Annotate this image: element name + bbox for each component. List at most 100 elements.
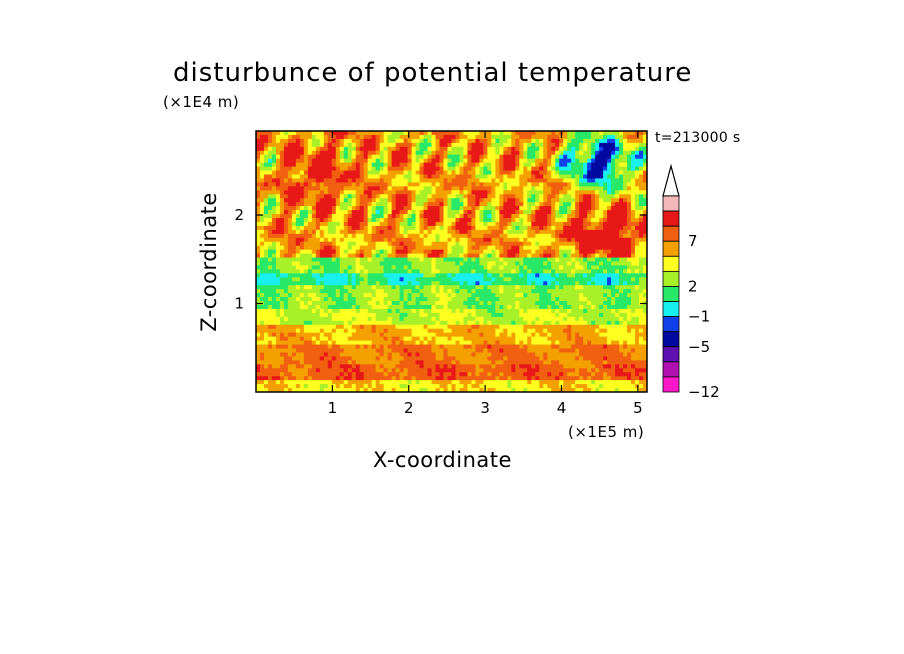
contour-cell <box>279 265 285 270</box>
contour-cell <box>367 198 373 203</box>
contour-cell <box>475 174 481 180</box>
contour-cell <box>359 344 365 350</box>
contour-cell <box>471 245 477 251</box>
contour-cell <box>495 221 500 227</box>
contour-cell <box>475 336 481 342</box>
contour-cell <box>503 186 508 191</box>
contour-cell <box>499 162 504 168</box>
contour-cell <box>447 249 453 255</box>
contour-cell <box>467 249 473 255</box>
contour-cell <box>319 202 325 207</box>
contour-cell <box>355 190 361 195</box>
contour-cell <box>383 328 389 334</box>
contour-cell <box>431 138 437 144</box>
contour-cell <box>407 261 413 267</box>
contour-cell <box>295 368 301 373</box>
contour-cell <box>387 182 393 187</box>
contour-cell <box>295 178 301 183</box>
contour-cell <box>359 245 365 251</box>
contour-cell <box>547 344 552 350</box>
contour-cell <box>503 233 508 239</box>
contour-cell <box>407 150 413 156</box>
contour-cell <box>395 237 401 243</box>
contour-cell <box>275 261 281 267</box>
contour-cell <box>291 352 297 357</box>
contour-cell <box>471 332 477 338</box>
contour-cell <box>463 142 469 148</box>
contour-cell <box>279 324 285 330</box>
contour-cell <box>311 340 317 346</box>
contour-cell <box>367 340 373 346</box>
contour-cell <box>327 273 333 278</box>
contour-cell <box>263 308 269 314</box>
contour-cell <box>439 368 445 373</box>
contour-cell <box>287 265 293 270</box>
contour-cell <box>263 324 269 330</box>
contour-cell <box>307 186 313 191</box>
contour-cell <box>363 277 369 282</box>
contour-cell <box>355 261 361 267</box>
contour-cell <box>523 253 528 259</box>
contour-cell <box>479 253 485 259</box>
contour-cell <box>359 328 365 334</box>
contour-cell <box>323 368 329 373</box>
contour-cell <box>256 194 261 199</box>
contour-cell <box>275 134 281 140</box>
contour-cell <box>531 316 536 322</box>
contour-cell <box>319 273 325 278</box>
contour-cell <box>271 340 277 346</box>
contour-cell <box>467 146 473 152</box>
contour-cell <box>515 214 520 219</box>
contour-cell <box>423 273 429 278</box>
contour-cell <box>371 336 377 342</box>
contour-cell <box>455 332 461 338</box>
contour-cell <box>519 364 524 369</box>
contour-cell <box>315 301 321 306</box>
contour-cell <box>335 178 341 183</box>
contour-cell <box>507 352 512 357</box>
contour-cell <box>275 356 281 361</box>
contour-cell <box>256 186 261 191</box>
contour-cell <box>339 384 345 389</box>
contour-cell <box>399 324 405 330</box>
contour-cell <box>475 154 481 160</box>
contour-cell <box>551 261 556 267</box>
contour-cell <box>503 384 508 389</box>
contour-cell <box>555 206 560 211</box>
contour-cell <box>467 170 473 176</box>
contour-cell <box>287 158 293 164</box>
contour-cell <box>507 257 512 263</box>
contour-cell <box>347 277 353 282</box>
contour-cell <box>511 320 516 326</box>
contour-cell <box>259 138 265 144</box>
contour-cell <box>547 170 552 176</box>
contour-cell <box>395 316 401 322</box>
contour-cell <box>263 380 269 385</box>
contour-cell <box>475 308 481 314</box>
contour-cell <box>411 308 417 314</box>
contour-cell <box>311 308 317 314</box>
contour-cell <box>331 221 337 227</box>
contour-cell <box>271 293 277 298</box>
contour-cell <box>375 348 381 354</box>
contour-cell <box>331 198 337 203</box>
contour-cell <box>427 198 433 203</box>
contour-cell <box>335 190 341 195</box>
contour-cell <box>463 166 469 172</box>
contour-cell <box>291 206 297 211</box>
contour-cell <box>451 352 457 357</box>
contour-cell <box>263 245 269 251</box>
contour-cell <box>423 218 429 223</box>
contour-cell <box>311 356 317 361</box>
contour-cell <box>499 170 504 176</box>
contour-cell <box>395 198 401 203</box>
contour-cell <box>407 218 413 223</box>
contour-cell <box>523 150 528 156</box>
contour-cell <box>407 380 413 385</box>
contour-cell <box>399 142 405 148</box>
contour-cell <box>387 344 393 350</box>
contour-cell <box>279 308 285 314</box>
contour-cell <box>279 281 285 286</box>
contour-cell <box>371 225 377 231</box>
contour-cell <box>419 142 425 148</box>
